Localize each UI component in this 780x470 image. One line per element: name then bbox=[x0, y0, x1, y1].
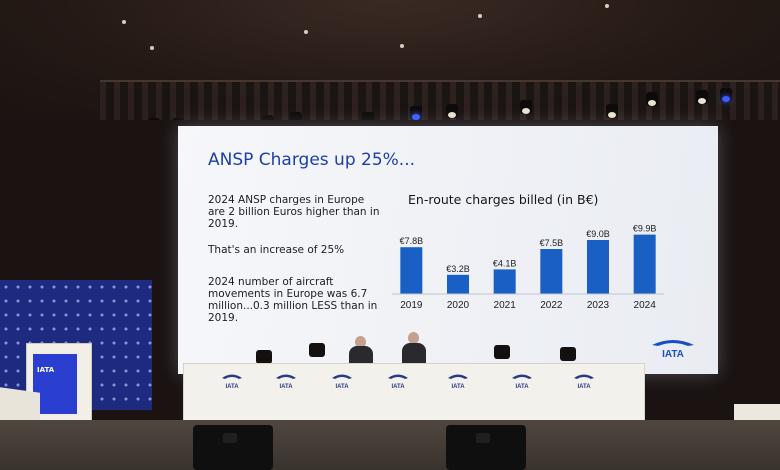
chair bbox=[309, 343, 325, 357]
stage-lamp bbox=[410, 106, 422, 120]
lighting-truss bbox=[100, 80, 780, 124]
stage-lamp bbox=[720, 88, 732, 102]
table-iata-logo: IATA bbox=[222, 374, 242, 390]
bar-2020 bbox=[447, 274, 469, 294]
table-logo-text: IATA bbox=[577, 384, 591, 390]
table-logo-text: IATA bbox=[279, 384, 293, 390]
ceiling-light bbox=[150, 46, 154, 50]
table-iata-logo: IATA bbox=[276, 374, 296, 390]
chart-title: En-route charges billed (in B€) bbox=[408, 192, 599, 207]
table-iata-logo: IATA bbox=[332, 374, 352, 390]
data-label: €4.1B bbox=[493, 258, 517, 268]
table-iata-logo: IATA bbox=[388, 374, 408, 390]
x-tick-label: 2021 bbox=[494, 300, 517, 311]
x-tick-label: 2023 bbox=[587, 300, 610, 311]
stage-monitor-speaker bbox=[193, 425, 273, 470]
stage-lamp bbox=[520, 100, 532, 114]
bar-2019 bbox=[400, 247, 423, 294]
stage-lamp bbox=[606, 104, 618, 118]
stage-monitor-speaker bbox=[446, 425, 526, 470]
bar-2023 bbox=[587, 240, 609, 294]
bar-2024 bbox=[633, 234, 656, 294]
slide-bullet: That's an increase of 25% bbox=[208, 244, 345, 256]
iata-backdrop-banner bbox=[0, 280, 152, 410]
projection-screen: ANSP Charges up 25%... 2024 ANSP charges… bbox=[178, 126, 718, 374]
slide-bullet: 2024 number of aircraft movements in Eur… bbox=[208, 276, 378, 324]
iata-logo-text: IATA bbox=[662, 349, 684, 360]
x-tick-label: 2024 bbox=[634, 300, 657, 311]
chair bbox=[494, 345, 510, 359]
stage-floor bbox=[0, 420, 780, 470]
table-logo-text: IATA bbox=[225, 384, 239, 390]
table-iata-logo: IATA bbox=[448, 374, 468, 390]
table-logo-text: IATA bbox=[451, 384, 465, 390]
table-iata-logo: IATA bbox=[574, 374, 594, 390]
slide-title: ANSP Charges up 25%... bbox=[208, 150, 416, 170]
ceiling-light bbox=[478, 14, 482, 18]
bar-2021 bbox=[493, 269, 516, 294]
ceiling-light bbox=[605, 4, 609, 8]
panelist bbox=[402, 343, 426, 365]
data-label: €7.8B bbox=[400, 236, 424, 246]
panelist-head bbox=[355, 336, 366, 348]
table-logo-text: IATA bbox=[335, 384, 349, 390]
chair bbox=[560, 347, 576, 361]
iata-globe-icon bbox=[652, 340, 694, 346]
panelist-head bbox=[408, 332, 419, 344]
chair bbox=[256, 350, 272, 364]
bar-chart: €7.8B 2019 €3.2B 2020 €4.1B 2021 €7.5B 2022 €9.0… bbox=[392, 224, 664, 311]
bar-2022 bbox=[540, 249, 563, 294]
x-tick-label: 2020 bbox=[447, 300, 470, 311]
ceiling-light bbox=[304, 30, 308, 34]
data-label: €9.9B bbox=[633, 224, 657, 234]
stage-lamp bbox=[696, 90, 708, 104]
data-label: €9.0B bbox=[586, 229, 610, 239]
table-iata-logo: IATA bbox=[512, 374, 532, 390]
stage-lamp bbox=[446, 104, 458, 118]
x-tick-label: 2019 bbox=[400, 300, 423, 311]
x-tick-label: 2022 bbox=[540, 300, 563, 311]
lectern-panel: IATA bbox=[33, 354, 77, 414]
slide-bullet: 2024 ANSP charges in Europe are 2 billio… bbox=[208, 194, 380, 230]
table-logo-text: IATA bbox=[515, 384, 529, 390]
iata-logo: IATA bbox=[652, 340, 694, 360]
data-label: €7.5B bbox=[540, 238, 564, 248]
ceiling-light bbox=[400, 44, 404, 48]
ceiling-light bbox=[122, 20, 126, 24]
lectern-logo-text: IATA bbox=[37, 366, 55, 374]
panelist bbox=[349, 346, 373, 368]
data-label: €3.2B bbox=[446, 264, 470, 274]
stage-lamp bbox=[646, 92, 658, 106]
table-logo-text: IATA bbox=[391, 384, 405, 390]
